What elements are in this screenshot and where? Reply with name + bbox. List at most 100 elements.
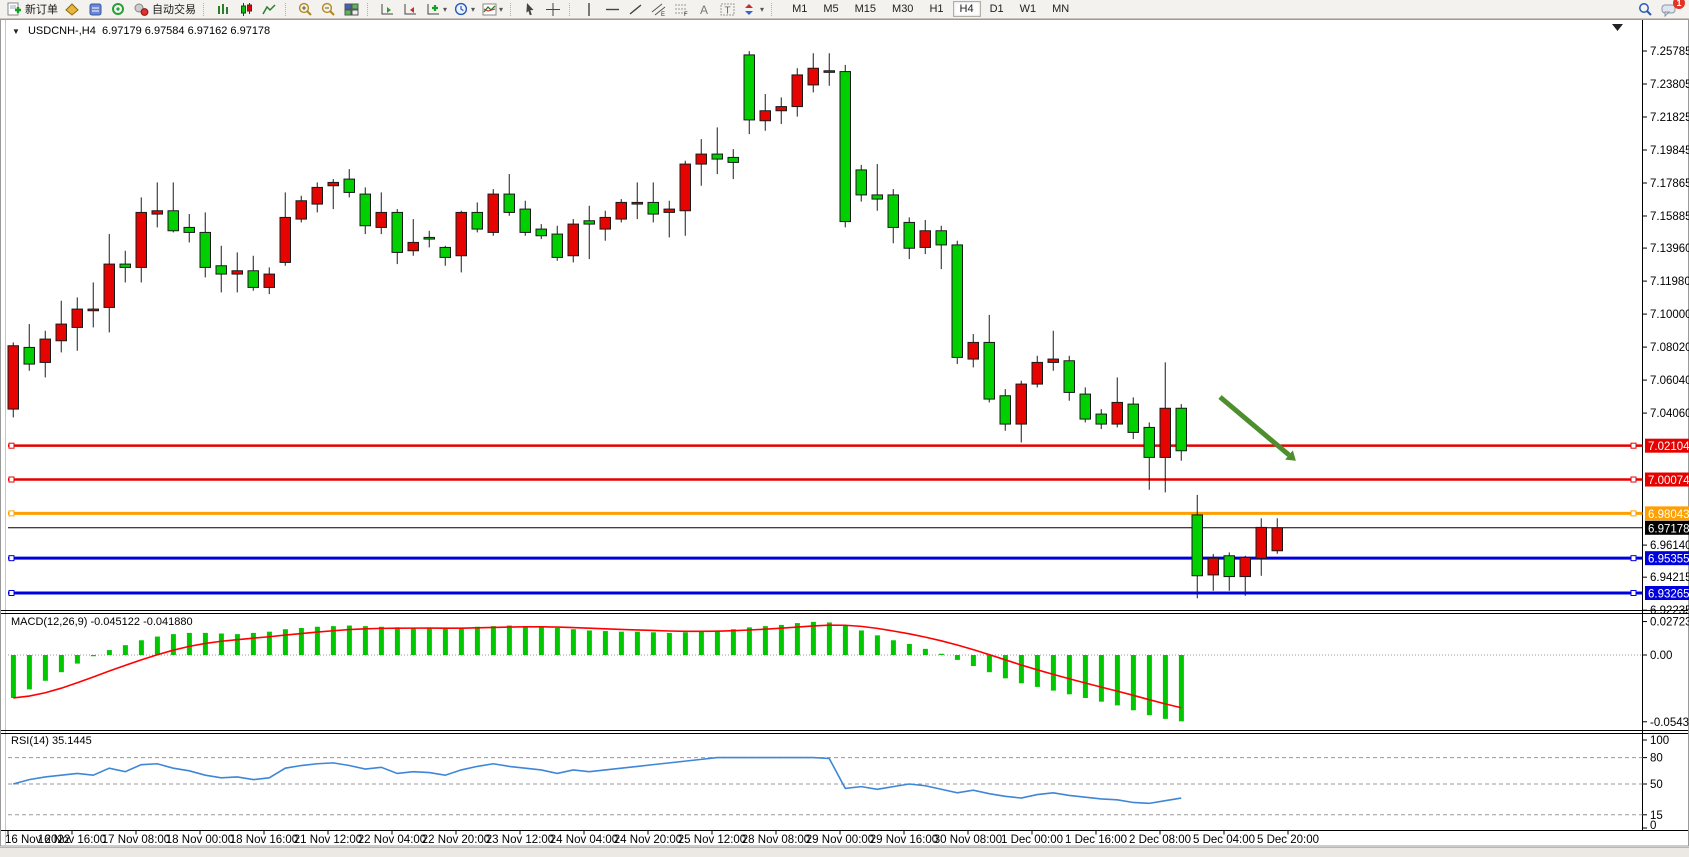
fibonacci-tool-button[interactable]: F: [671, 1, 692, 18]
scale-menu-triangle-icon[interactable]: [1612, 24, 1623, 31]
hline-handle[interactable]: [8, 590, 15, 596]
hline-handle[interactable]: [8, 510, 15, 517]
svg-text:E: E: [661, 12, 665, 17]
bar-chart-button[interactable]: [213, 1, 234, 18]
crosshair-tool-button[interactable]: [543, 1, 564, 18]
text-label-tool-button[interactable]: A: [694, 1, 715, 18]
new-chart-button[interactable]: ▾: [423, 1, 449, 18]
hline-handle[interactable]: [1630, 510, 1637, 517]
macd-bar: [1082, 655, 1088, 698]
market-watch-button[interactable]: [85, 1, 106, 18]
zoom-out-button[interactable]: [318, 1, 339, 18]
fibonacci-icon: F: [675, 4, 688, 17]
gold-profile-icon: [65, 2, 79, 16]
candle-bear: [343, 178, 355, 193]
chart-symbol-period: USDCNH-,H4: [27, 25, 96, 37]
text-box-tool-button[interactable]: T: [717, 1, 738, 18]
price-label-box-6.95355: [1645, 551, 1689, 566]
text-label-icon: A: [700, 3, 708, 17]
vline-tool-button[interactable]: [579, 1, 600, 18]
macd-bar: [362, 626, 368, 655]
candle-bear: [215, 265, 227, 275]
auto-scroll-button[interactable]: [377, 1, 398, 18]
navigator-button[interactable]: [108, 1, 129, 18]
new-order-button[interactable]: 新订单: [4, 1, 60, 18]
candle-bear: [871, 194, 883, 200]
candle-bull: [263, 273, 275, 288]
notifications-button[interactable]: 1: [1658, 0, 1685, 18]
search-button[interactable]: [1635, 1, 1656, 18]
chart-profile-button[interactable]: [62, 1, 83, 18]
period-button[interactable]: ▾: [451, 1, 477, 18]
trend-arrow-head[interactable]: [1285, 450, 1296, 461]
search-icon: [1639, 2, 1652, 16]
candle-bear: [1143, 426, 1155, 458]
candle-bear: [727, 156, 739, 163]
hline-handle[interactable]: [8, 442, 15, 449]
hline-handle[interactable]: [1630, 442, 1637, 449]
zoom-in-button[interactable]: [295, 1, 316, 18]
candle-chart-button[interactable]: [236, 1, 257, 18]
auto-trading-icon: [134, 3, 149, 16]
candle-bull: [823, 70, 835, 73]
macd-bar: [138, 640, 144, 655]
hline-handle[interactable]: [1630, 555, 1637, 562]
hline-handle[interactable]: [1630, 590, 1637, 596]
timeframe-m1[interactable]: M1: [792, 3, 808, 15]
template-button[interactable]: ▾: [479, 1, 505, 18]
macd-bar: [74, 655, 80, 664]
candle-bear: [855, 169, 867, 196]
candle-bull: [1255, 526, 1267, 559]
macd-bar: [538, 626, 544, 655]
trendline-tool-button[interactable]: [625, 1, 646, 18]
candle-bull: [1111, 401, 1123, 425]
market-watch-icon: [89, 3, 102, 15]
trend-arrow[interactable]: [1218, 395, 1291, 457]
timeframe-w1[interactable]: W1: [1019, 3, 1037, 15]
candle-bull: [615, 201, 627, 220]
candle-bear: [471, 211, 483, 230]
timeframe-h1[interactable]: H1: [929, 3, 944, 15]
timeframe-mn[interactable]: MN: [1052, 3, 1070, 15]
line-chart-button[interactable]: [259, 1, 280, 18]
hline-handle[interactable]: [8, 476, 15, 483]
candle-bear: [935, 230, 947, 246]
rsi-tick-label: 15: [1650, 810, 1663, 822]
time-tick-label: 24 Nov 04:00: [550, 834, 618, 846]
text-box-icon: T: [720, 3, 735, 16]
macd-bar: [458, 627, 464, 655]
chart-shift-button[interactable]: [400, 1, 421, 18]
candle-bear: [1127, 403, 1139, 433]
rsi-tick-label: 100: [1650, 735, 1669, 747]
candle-bear: [423, 236, 435, 240]
collapse-triangle-icon[interactable]: ▼: [12, 27, 20, 36]
candle-bull: [1031, 361, 1043, 385]
arrows-tool-button[interactable]: ▾: [740, 1, 766, 18]
price-tick-label: 7.08020: [1650, 342, 1689, 354]
timeframe-m5[interactable]: M5: [823, 3, 839, 15]
tile-windows-button[interactable]: [341, 1, 362, 18]
candle-bull: [407, 241, 419, 252]
timeframe-m30[interactable]: M30: [892, 3, 914, 15]
timeframe-m15[interactable]: M15: [854, 3, 877, 15]
macd-bar: [1098, 655, 1104, 702]
macd-bar: [666, 632, 672, 655]
timeframe-d1[interactable]: D1: [989, 3, 1004, 15]
macd-bar: [922, 648, 928, 655]
macd-bar: [762, 626, 768, 655]
time-tick-label: 2 Dec 08:00: [1129, 834, 1191, 846]
auto-trading-button[interactable]: 自动交易: [131, 1, 198, 18]
candle-bear: [183, 226, 195, 233]
hline-handle[interactable]: [1630, 476, 1637, 483]
timeframe-h4[interactable]: H4: [952, 1, 981, 17]
hline-tool-button[interactable]: [602, 1, 623, 18]
cursor-tool-button[interactable]: [520, 1, 541, 18]
macd-bar: [570, 629, 576, 655]
hline-handle[interactable]: [8, 555, 15, 562]
chart-plot-area[interactable]: [8, 22, 1642, 610]
candle-bear: [167, 210, 179, 232]
channel-tool-button[interactable]: E: [648, 1, 669, 18]
candle-bull: [1271, 527, 1283, 552]
